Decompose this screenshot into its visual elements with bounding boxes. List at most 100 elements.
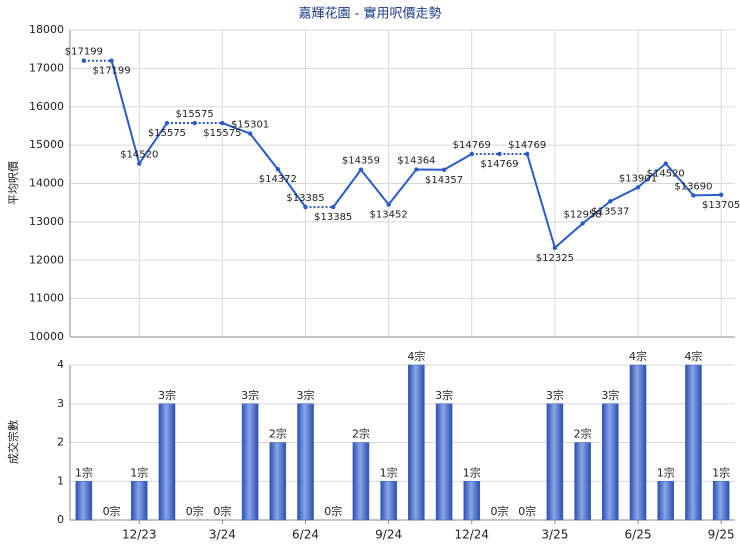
data-label: 1宗	[75, 465, 93, 479]
data-label: $13385	[286, 193, 324, 204]
point	[81, 58, 87, 63]
data-label: 1宗	[130, 465, 148, 479]
point	[220, 120, 225, 126]
y-tick-label: 11000	[29, 292, 64, 305]
point	[275, 167, 281, 172]
y-tick-label: 17000	[29, 61, 64, 74]
point	[524, 151, 530, 157]
y-tick-label: 10000	[29, 330, 64, 343]
x-tick-label: 6/24	[292, 528, 319, 542]
data-label: $15575	[176, 109, 214, 120]
y-axis-label: 平均呎價	[6, 161, 20, 205]
y-tick-label: 16000	[29, 100, 64, 113]
data-label: 0宗	[213, 504, 231, 518]
bar	[602, 403, 619, 521]
data-label: 1宗	[657, 465, 675, 479]
line-segment	[277, 168, 307, 208]
bar	[352, 442, 370, 521]
bar	[657, 481, 675, 521]
line-segment	[609, 186, 639, 203]
data-label: $14769	[453, 140, 491, 151]
x-tick-label: 6/25	[625, 528, 652, 542]
data-label: $17199	[92, 66, 130, 77]
line-segment	[332, 169, 362, 208]
line-segment	[443, 153, 473, 171]
point	[718, 192, 724, 198]
data-label: $14357	[425, 175, 463, 186]
line-segment	[526, 153, 556, 249]
data-label: $13385	[314, 212, 352, 223]
chart-title: 嘉輝花園 - 實用呎價走勢	[299, 6, 442, 22]
data-label: $15575	[148, 128, 186, 139]
data-label: 3宗	[297, 388, 315, 402]
data-label: $17199	[65, 47, 103, 58]
data-label: 4宗	[629, 349, 647, 363]
data-label: 1宗	[712, 465, 730, 479]
data-label: $14364	[397, 156, 435, 167]
data-label: 0宗	[324, 504, 342, 518]
bar	[241, 403, 259, 521]
x-tick-label: 12/24	[454, 528, 489, 542]
point	[331, 204, 336, 210]
data-label: 0宗	[518, 504, 536, 518]
data-label: 1宗	[380, 465, 398, 479]
line-segment	[249, 132, 279, 170]
data-label: 2宗	[269, 427, 287, 441]
bar	[408, 364, 425, 521]
data-label: 1宗	[463, 465, 481, 479]
data-label: $13690	[674, 181, 712, 192]
data-label: $14372	[259, 174, 297, 185]
y-tick-label: 12000	[29, 253, 64, 266]
line-segment	[637, 162, 667, 189]
data-label: $14520	[120, 150, 158, 161]
data-label: $13537	[591, 206, 629, 217]
data-label: 2宗	[352, 427, 370, 441]
x-tick-label: 3/25	[541, 528, 568, 542]
bar	[297, 403, 314, 521]
data-label: 3宗	[435, 388, 453, 402]
data-label: 0宗	[490, 504, 508, 518]
point	[552, 245, 558, 250]
bar	[380, 481, 397, 521]
bar	[685, 364, 702, 521]
point	[358, 167, 364, 172]
line-segment	[664, 162, 695, 197]
y-tick-label: 18000	[29, 23, 64, 36]
y-tick-label: 15000	[29, 138, 64, 151]
data-label: $13901	[619, 173, 657, 184]
bar	[574, 442, 591, 521]
bar	[269, 442, 287, 521]
data-label: 4宗	[684, 349, 702, 363]
bar	[463, 481, 481, 521]
y-axis-label: 成交宗數	[6, 420, 20, 464]
data-label: $15301	[231, 120, 269, 131]
point	[691, 193, 696, 198]
point	[386, 202, 391, 207]
bar	[712, 481, 730, 521]
data-label: 4宗	[407, 349, 425, 363]
point	[497, 151, 502, 157]
bar	[435, 403, 453, 521]
y-tick-label: 14000	[29, 177, 64, 190]
point	[137, 161, 142, 166]
data-label: $14769	[508, 140, 546, 151]
y-tick-label: 0	[57, 513, 64, 526]
data-label: $12958	[564, 209, 602, 220]
point	[192, 120, 197, 126]
point	[303, 204, 308, 210]
data-label: 2宗	[574, 427, 592, 441]
point	[441, 167, 447, 173]
bar	[75, 481, 93, 521]
x-tick-label: 9/24	[375, 528, 402, 542]
line-segment	[581, 200, 611, 225]
line-segment	[110, 60, 141, 164]
point	[164, 120, 170, 126]
y-tick-label: 1	[57, 474, 64, 487]
data-label: $13705	[702, 200, 740, 211]
y-tick-label: 13000	[29, 215, 64, 228]
bar	[629, 364, 647, 521]
data-label: 3宗	[546, 388, 564, 402]
data-label: $15575	[203, 128, 241, 139]
bar	[546, 403, 564, 521]
